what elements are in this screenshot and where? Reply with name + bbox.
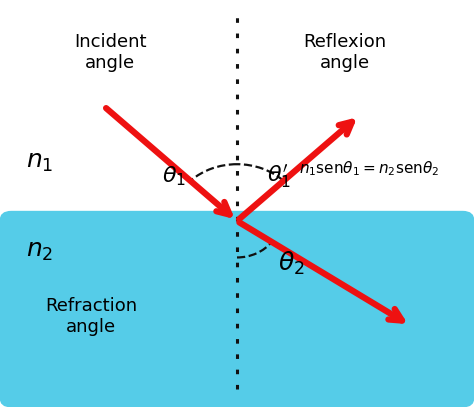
FancyBboxPatch shape: [0, 211, 474, 407]
Text: Reflexion
angle: Reflexion angle: [304, 33, 387, 72]
Text: Refraction
angle: Refraction angle: [45, 297, 137, 336]
Text: $n_1$: $n_1$: [26, 150, 53, 174]
Text: $\theta_1'$: $\theta_1'$: [267, 163, 292, 190]
Text: $n_1\mathrm{sen}\theta_1 = n_2\mathrm{sen}\theta_2$: $n_1\mathrm{sen}\theta_1 = n_2\mathrm{se…: [299, 159, 439, 177]
Text: $n_2$: $n_2$: [26, 239, 53, 263]
Text: $\theta_2$: $\theta_2$: [278, 250, 304, 277]
Text: Incident
angle: Incident angle: [74, 33, 146, 72]
Text: $\theta_1$: $\theta_1$: [162, 164, 185, 188]
